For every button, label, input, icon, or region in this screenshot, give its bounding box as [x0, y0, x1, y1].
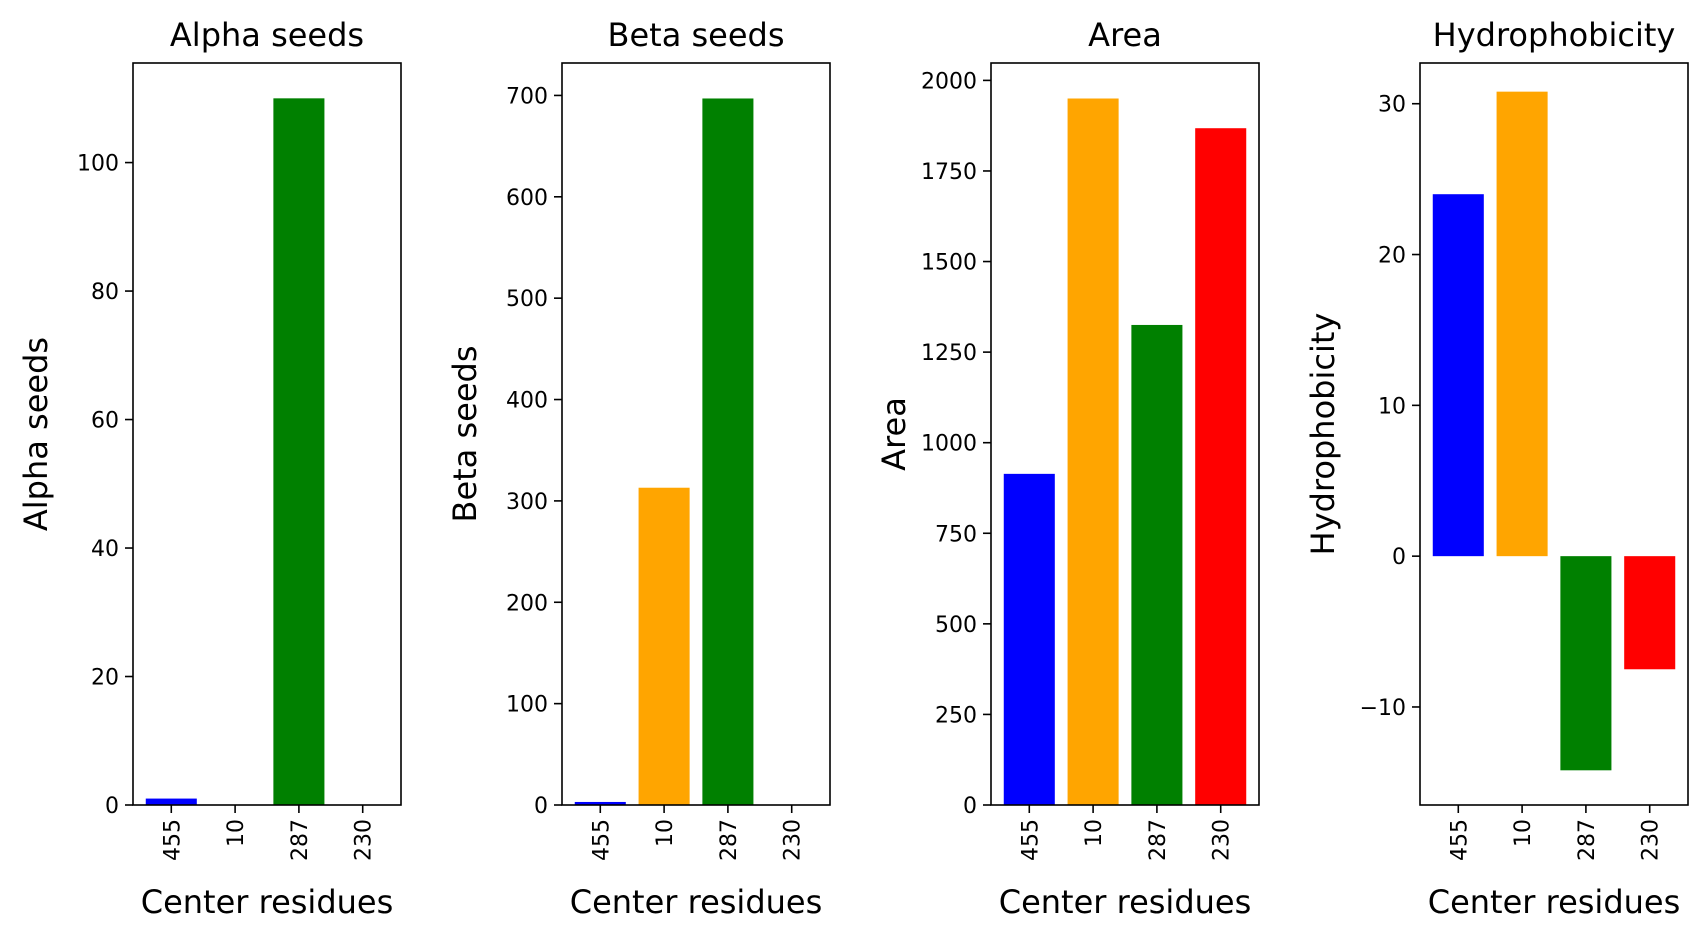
y-tick-label: 1500: [921, 251, 977, 276]
x-tick-label: 230: [352, 819, 377, 861]
x-axis-label: Center residues: [999, 883, 1252, 921]
x-axis-label: Center residues: [141, 883, 394, 921]
chart-title: Beta seeds: [608, 16, 785, 54]
y-tick-label: 500: [935, 613, 977, 638]
y-tick-label: 30: [1378, 93, 1406, 118]
y-tick-label: 0: [1392, 545, 1406, 570]
y-tick-label: 0: [963, 794, 977, 819]
y-axis-label: Area: [875, 397, 913, 471]
bar-230: [1195, 128, 1247, 805]
y-tick-label: 0: [534, 794, 548, 819]
y-tick-label: 500: [506, 287, 548, 312]
y-axis-label: Alpha seeds: [17, 337, 55, 531]
axes-frame: [990, 62, 1260, 806]
y-tick-label: 100: [506, 693, 548, 718]
axes-frame: [1419, 62, 1689, 806]
chart-panel-3: 0 250 500 750 1000 1250 1500 1750 2000 455 10 287 23…: [875, 16, 1260, 921]
chart-title: Alpha seeds: [170, 16, 364, 54]
y-tick-label: 750: [935, 522, 977, 547]
y-tick-label: 60: [91, 409, 119, 434]
bar-230: [1624, 556, 1676, 670]
y-tick-label: 0: [105, 794, 119, 819]
bar-10: [638, 487, 690, 805]
y-axis-label: Hydrophobicity: [1304, 313, 1342, 556]
bar-455: [1003, 473, 1055, 805]
chart-title: Hydrophobicity: [1433, 16, 1676, 54]
y-tick-label: 400: [506, 389, 548, 414]
y-tick-label: 80: [91, 280, 119, 305]
x-tick-label: 10: [1511, 819, 1536, 847]
y-tick-label: 100: [77, 152, 119, 177]
x-tick-label: 10: [653, 819, 678, 847]
x-axis-label: Center residues: [1428, 883, 1681, 921]
bar-10: [1067, 98, 1119, 805]
x-tick-label: 230: [1639, 819, 1664, 861]
x-tick-label: 455: [589, 819, 614, 861]
x-tick-label: 287: [288, 819, 313, 861]
x-tick-label: 455: [1018, 819, 1043, 861]
x-tick-label: 230: [1210, 819, 1235, 861]
x-tick-label: 455: [1447, 819, 1472, 861]
y-tick-label: 40: [91, 537, 119, 562]
x-tick-label: 230: [781, 819, 806, 861]
bar-455: [145, 798, 197, 805]
x-tick-label: 455: [160, 819, 185, 861]
x-tick-label: 287: [1575, 819, 1600, 861]
x-tick-label: 287: [1146, 819, 1171, 861]
y-tick-label: 300: [506, 490, 548, 515]
y-axis-label: Beta seeds: [446, 346, 484, 523]
y-tick-label: 700: [506, 84, 548, 109]
y-tick-label: 1000: [921, 432, 977, 457]
bar-287: [1560, 556, 1612, 771]
y-tick-label: −10: [1360, 696, 1406, 721]
bar-287: [273, 98, 325, 806]
bar-287: [1131, 324, 1183, 805]
y-tick-label: 2000: [921, 69, 977, 94]
y-tick-label: 10: [1378, 394, 1406, 419]
axes-frame: [132, 62, 402, 806]
chart-panel-2: 0 100 200 300 400 500 600 700 455 10 287 230 Beta se…: [446, 16, 831, 921]
axes-frame: [561, 62, 831, 806]
y-tick-label: 20: [1378, 244, 1406, 269]
chart-panel-4: −10 0 10 20 30 455 10 287 230 Hydrophobicity Cente…: [1304, 16, 1689, 921]
y-tick-label: 20: [91, 666, 119, 691]
chart-panel-1: 0 20 40 60 80 100 455 10 287 230 Alpha seeds Center…: [17, 16, 402, 921]
y-tick-label: 250: [935, 703, 977, 728]
y-tick-label: 200: [506, 591, 548, 616]
y-tick-label: 600: [506, 186, 548, 211]
bar-287: [702, 98, 754, 805]
x-tick-label: 287: [717, 819, 742, 861]
bar-455: [1432, 194, 1484, 557]
y-tick-label: 1750: [921, 160, 977, 185]
x-axis-label: Center residues: [570, 883, 823, 921]
bar-455: [574, 801, 626, 805]
y-tick-label: 1250: [921, 341, 977, 366]
chart-title: Area: [1088, 16, 1162, 54]
x-tick-label: 10: [1082, 819, 1107, 847]
bar-10: [1496, 91, 1548, 557]
x-tick-label: 10: [224, 819, 249, 847]
